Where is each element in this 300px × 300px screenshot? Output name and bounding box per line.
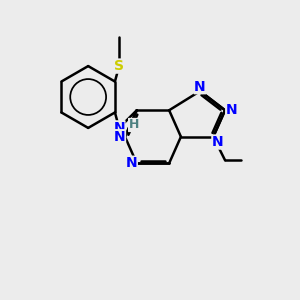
Text: N: N	[212, 135, 224, 149]
Text: N: N	[226, 103, 237, 117]
Text: N: N	[126, 156, 137, 170]
Text: N: N	[194, 80, 206, 94]
Text: S: S	[114, 59, 124, 73]
Text: N: N	[114, 130, 125, 144]
Text: H: H	[129, 118, 139, 131]
Text: N: N	[113, 121, 125, 135]
